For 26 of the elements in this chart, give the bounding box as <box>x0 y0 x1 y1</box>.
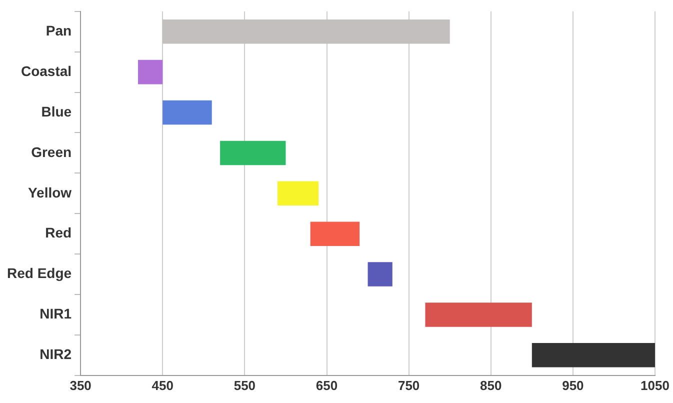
y-tick-label: Red Edge <box>6 265 72 282</box>
y-tick-label: Coastal <box>20 62 72 79</box>
x-tick-label: 950 <box>562 378 584 393</box>
y-tick-label: Green <box>31 144 72 160</box>
bar <box>220 140 286 166</box>
bar <box>310 222 360 246</box>
x-tick-label: 1050 <box>640 378 670 393</box>
bar <box>162 19 450 44</box>
y-tick-label: Red <box>45 224 72 241</box>
bar <box>425 302 532 327</box>
y-tick-label: Yellow <box>28 184 72 200</box>
bar <box>162 100 212 125</box>
bar <box>532 343 655 368</box>
x-tick-label: 350 <box>70 378 92 393</box>
y-tick-label: Blue <box>41 103 72 120</box>
y-tick-label: Pan <box>46 22 72 38</box>
y-tick-label: NIR1 <box>40 306 72 322</box>
bar <box>368 262 392 286</box>
y-tick-label: NIR2 <box>40 346 72 362</box>
bar <box>138 60 163 84</box>
x-tick-label: 850 <box>480 378 502 393</box>
x-tick-label: 450 <box>152 378 174 393</box>
x-tick-label: 750 <box>398 378 420 393</box>
bar <box>278 181 319 206</box>
x-tick-label: 550 <box>234 378 256 393</box>
x-tick-label: 650 <box>316 378 338 393</box>
